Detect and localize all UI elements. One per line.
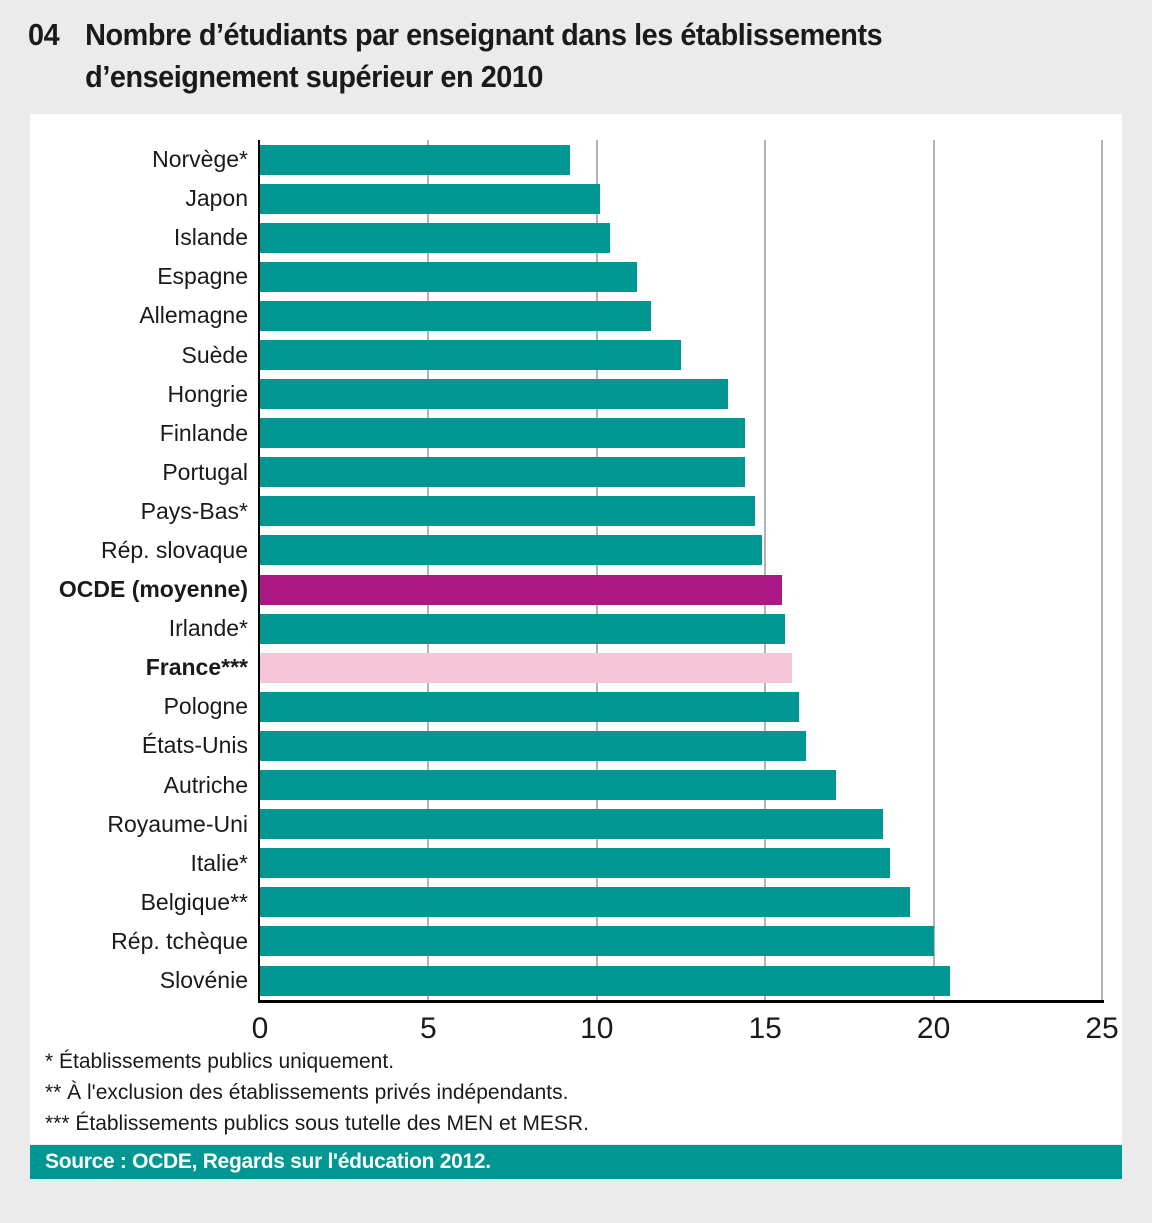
- chart-row: Allemagne: [139, 296, 1102, 335]
- bar: [260, 965, 951, 996]
- category-label: Allemagne: [139, 302, 248, 329]
- chart-row: Rép. tchèque: [111, 922, 1102, 961]
- bar: [260, 300, 651, 331]
- bar: [260, 183, 601, 214]
- x-axis-line: [258, 1000, 1104, 1003]
- footnote-3: *** Établissements publics sous tutelle …: [45, 1112, 589, 1135]
- chart-row: Slovénie: [160, 961, 1102, 1000]
- bar: [260, 535, 762, 566]
- bar: [260, 613, 786, 644]
- plot-area: Norvège* Japon Islande Espagne Allemagne Suèd…: [59, 140, 1119, 1045]
- category-label: Autriche: [163, 771, 248, 798]
- category-label: OCDE (moyenne): [58, 576, 248, 603]
- bar: [260, 809, 884, 840]
- figure-number: 04: [28, 17, 60, 52]
- gridline-10: [595, 140, 598, 1000]
- bar: [260, 926, 934, 957]
- category-label: Irlande*: [168, 615, 248, 642]
- category-label: Portugal: [162, 458, 248, 485]
- chart-row: Irlande*: [169, 609, 1102, 648]
- bar: [260, 848, 890, 879]
- footnotes: * Établissements publics uniquement. ** …: [45, 1046, 589, 1139]
- category-label: Islande: [173, 224, 248, 251]
- category-label: États-Unis: [141, 732, 248, 759]
- x-tick-label-25: 25: [1085, 1012, 1119, 1045]
- category-label: Royaume-Uni: [107, 810, 248, 837]
- chart-row: Pologne: [164, 687, 1102, 726]
- source-text: Source : OCDE, Regards sur l'éducation 2…: [45, 1150, 491, 1173]
- x-tick-label-10: 10: [580, 1012, 614, 1045]
- y-axis-line: [258, 140, 260, 1000]
- category-label: Rép. slovaque: [100, 536, 248, 563]
- chart-row: France***: [146, 648, 1102, 687]
- bar-rows: Norvège* Japon Islande Espagne Allemagne Suèd…: [59, 140, 1102, 1000]
- x-tick-label-5: 5: [420, 1012, 437, 1045]
- bar: [260, 379, 729, 410]
- category-label: Norvège*: [152, 146, 248, 173]
- chart-title-line1: Nombre d’étudiants par enseignant dans l…: [85, 17, 883, 52]
- chart-row: Espagne: [157, 257, 1102, 296]
- bar: [260, 887, 911, 918]
- footnote-1: * Établissements publics uniquement.: [45, 1050, 395, 1073]
- bar: [260, 261, 638, 292]
- chart-row: Autriche: [164, 766, 1102, 805]
- x-tick-label-15: 15: [748, 1012, 782, 1045]
- category-label: France***: [145, 654, 248, 681]
- chart-row: Islande: [174, 218, 1102, 257]
- category-label: Slovénie: [159, 967, 248, 994]
- category-label: Rép. tchèque: [111, 927, 248, 954]
- x-tick-label-0: 0: [251, 1012, 269, 1045]
- bar: [260, 496, 756, 527]
- chart-row: Italie*: [190, 844, 1102, 883]
- bar: [260, 574, 783, 605]
- footnote-2: ** À l'exclusion des établissements priv…: [45, 1081, 569, 1104]
- category-label: Italie*: [190, 849, 248, 876]
- category-label: Pologne: [163, 693, 248, 720]
- category-label: Finlande: [159, 419, 248, 446]
- bar: [260, 652, 793, 683]
- chart-row: Belgique**: [141, 883, 1102, 922]
- chart-row: Rép. slovaque: [101, 531, 1102, 570]
- x-tick-label-20: 20: [916, 1012, 951, 1045]
- bar: [260, 457, 745, 488]
- chart-row: OCDE (moyenne): [59, 570, 1102, 609]
- chart-row: Finlande: [160, 414, 1102, 453]
- chart-panel: Norvège* Japon Islande Espagne Allemagne Suèd…: [30, 114, 1122, 1144]
- category-label: Suède: [181, 341, 248, 368]
- bar: [260, 144, 570, 175]
- category-label: Pays-Bas*: [140, 497, 248, 524]
- chart-row: Norvège*: [152, 140, 1102, 179]
- category-label: Belgique**: [140, 888, 248, 915]
- chart-row: Portugal: [162, 453, 1102, 492]
- bar: [260, 340, 681, 371]
- chart-row: Royaume-Uni: [107, 805, 1102, 844]
- chart-row: Suède: [181, 335, 1102, 374]
- chart-header: 04 Nombre d’étudiants par enseignant dan…: [28, 14, 1051, 98]
- gridline-5: [427, 140, 430, 1000]
- category-label: Hongrie: [167, 380, 248, 407]
- chart-row: Pays-Bas*: [141, 492, 1102, 531]
- chart-title-line2: d’enseignement supérieur en 2010: [85, 59, 543, 94]
- chart-row: États-Unis: [142, 726, 1102, 765]
- chart-row: Japon: [185, 179, 1102, 218]
- gridline-15: [764, 140, 767, 1000]
- category-label: Espagne: [157, 263, 248, 290]
- chart-row: Hongrie: [167, 375, 1102, 414]
- bar: [260, 222, 611, 253]
- bar: [260, 691, 799, 722]
- source-bar: Source : OCDE, Regards sur l'éducation 2…: [30, 1145, 1122, 1179]
- category-label: Japon: [185, 185, 248, 212]
- gridline-25: [1101, 140, 1103, 1000]
- gridline-20: [932, 140, 935, 1000]
- bar: [260, 770, 836, 801]
- bar: [260, 730, 806, 761]
- bar: [260, 418, 745, 449]
- chart-title: Nombre d’étudiants par enseignant dans l…: [85, 14, 882, 98]
